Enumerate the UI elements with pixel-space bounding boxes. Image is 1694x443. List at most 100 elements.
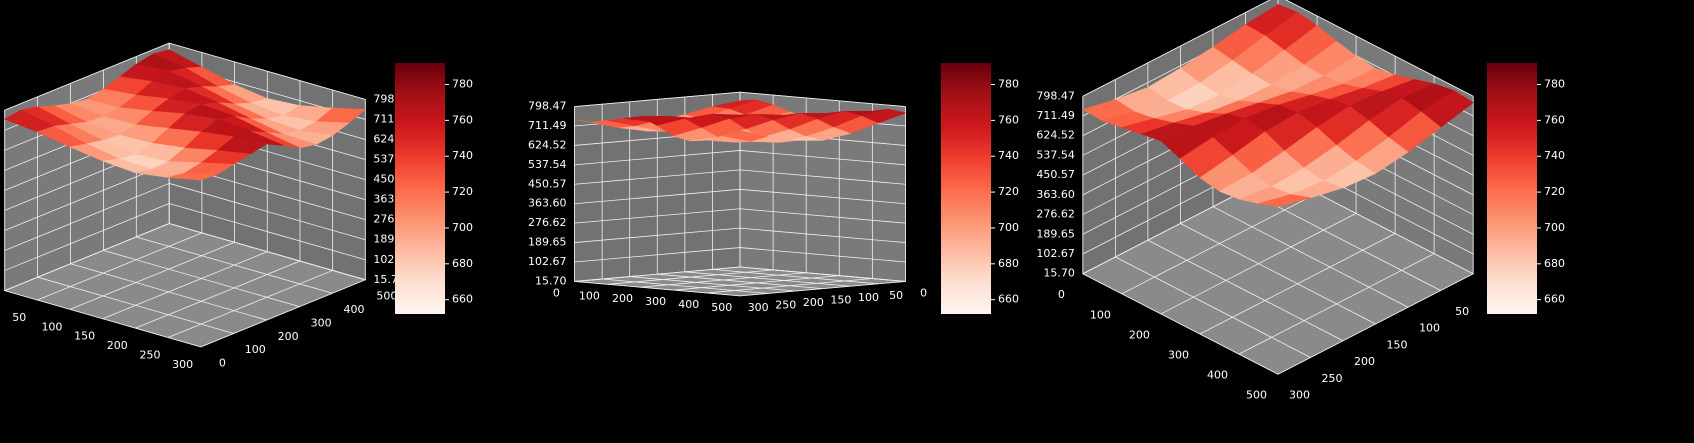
colorbar-tick-label: 660	[452, 293, 473, 306]
x-tick-label: 100	[858, 291, 879, 304]
colorbar-tick-label: 760	[998, 113, 1019, 126]
x-tick-label: 150	[1387, 338, 1408, 351]
grid-line	[739, 247, 906, 263]
z-tick-label: 537.54	[1036, 148, 1075, 161]
z-tick-label: 363.60	[1036, 188, 1075, 201]
grid-line	[574, 208, 741, 224]
grid-line	[37, 232, 203, 301]
grid-line	[167, 270, 333, 338]
grid-line	[739, 188, 906, 205]
x-tick-label: 250	[139, 348, 160, 361]
colorbar-tick-label: 660	[998, 293, 1019, 306]
grid-line	[200, 279, 366, 348]
z-tick-label: 450.57	[528, 177, 567, 190]
grid-line	[574, 91, 741, 107]
x-tick-label: 200	[107, 339, 128, 352]
grid-line	[4, 203, 170, 271]
x-tick-label: 100	[41, 320, 62, 333]
grid-line	[739, 150, 906, 166]
y-tick-label: 200	[1129, 328, 1150, 341]
grid-line	[574, 247, 741, 263]
z-tick-label: 711.49	[1036, 109, 1075, 122]
z-tick-label: 15.70	[1043, 267, 1075, 280]
x-tick-label: 300	[748, 301, 769, 314]
x-tick-label: 50	[889, 289, 903, 302]
colorbar-tick-label: 660	[1544, 293, 1565, 306]
grid-line	[1115, 256, 1311, 358]
x-tick-label: 250	[1321, 372, 1342, 385]
grid-line	[739, 266, 906, 282]
z-tick-label: 624.52	[1036, 129, 1075, 142]
grid-line	[103, 249, 300, 308]
colorbar-tick-label: 720	[452, 185, 473, 198]
grid-line	[1277, 273, 1474, 375]
y-tick-label: 0	[553, 286, 560, 299]
x-tick-label: 150	[830, 294, 851, 307]
grid-line	[37, 276, 234, 334]
y-tick-label: 100	[245, 343, 266, 356]
grid-line	[1082, 273, 1279, 375]
grid-line	[1121, 192, 1318, 295]
grid-line	[169, 42, 366, 100]
grid-line	[574, 188, 741, 205]
z-tick-label: 711.49	[528, 119, 567, 132]
grid-line	[602, 278, 768, 294]
y-tick-label: 400	[343, 303, 364, 316]
colorbar	[395, 63, 445, 314]
z-tick-label: 102.67	[1036, 247, 1075, 260]
y-tick-label: 500	[711, 301, 732, 314]
grid-line	[169, 223, 366, 281]
x-tick-label: 100	[1419, 322, 1440, 335]
colorbar-tick-label: 780	[998, 78, 1019, 91]
y-tick-label: 500	[376, 290, 397, 303]
z-tick-label: 276.62	[528, 216, 567, 229]
grid-line	[739, 169, 906, 185]
colorbar-tick-label: 700	[998, 221, 1019, 234]
grid-line	[4, 183, 170, 251]
y-tick-label: 300	[645, 295, 666, 308]
grid-line	[673, 275, 840, 291]
z-tick-label: 363.60	[528, 197, 567, 210]
x-tick-label: 50	[1455, 305, 1469, 318]
grid-line	[1199, 233, 1396, 335]
grid-line	[169, 203, 366, 261]
grid-line	[1082, 0, 1271, 97]
grid-line	[657, 273, 823, 290]
grid-line	[574, 227, 741, 243]
grid-line	[739, 208, 906, 224]
grid-line	[1180, 223, 1376, 325]
y-tick-label: 0	[219, 357, 226, 370]
grid-line	[739, 227, 906, 243]
x-tick-label: 300	[1289, 389, 1310, 402]
colorbar	[941, 63, 991, 314]
grid-line	[1147, 239, 1344, 342]
z-tick-label: 189.65	[528, 236, 567, 249]
surface-patch	[168, 172, 218, 181]
colorbar-tick-label: 700	[452, 221, 473, 234]
colorbar-tick-label: 760	[1544, 113, 1565, 126]
grid-line	[640, 272, 807, 288]
z-tick-label: 624.52	[528, 138, 567, 151]
grid-line	[1160, 213, 1357, 315]
grid-line	[684, 271, 851, 287]
grid-line	[712, 269, 878, 285]
y-tick-label: 500	[1246, 389, 1267, 402]
z-tick-label: 798.47	[1036, 89, 1075, 102]
colorbar-tick-label: 740	[1544, 149, 1565, 162]
grid-line	[574, 150, 741, 166]
grid-line	[4, 223, 170, 291]
x-tick-label: 300	[172, 358, 193, 371]
z-tick-label: 102.67	[528, 255, 567, 268]
y-tick-label: 400	[678, 298, 699, 311]
y-tick-label: 400	[1207, 369, 1228, 382]
y-tick-label: 100	[579, 289, 600, 302]
z-tick-label: 450.57	[1036, 168, 1075, 181]
grid-line	[1238, 253, 1435, 355]
x-tick-label: 150	[74, 330, 95, 343]
grid-line	[102, 251, 268, 320]
grid-line	[169, 183, 366, 241]
y-tick-label: 100	[1090, 308, 1111, 321]
colorbar-tick-label: 680	[452, 257, 473, 270]
y-tick-label: 200	[278, 330, 299, 343]
colorbar-tick-label: 700	[1544, 221, 1565, 234]
